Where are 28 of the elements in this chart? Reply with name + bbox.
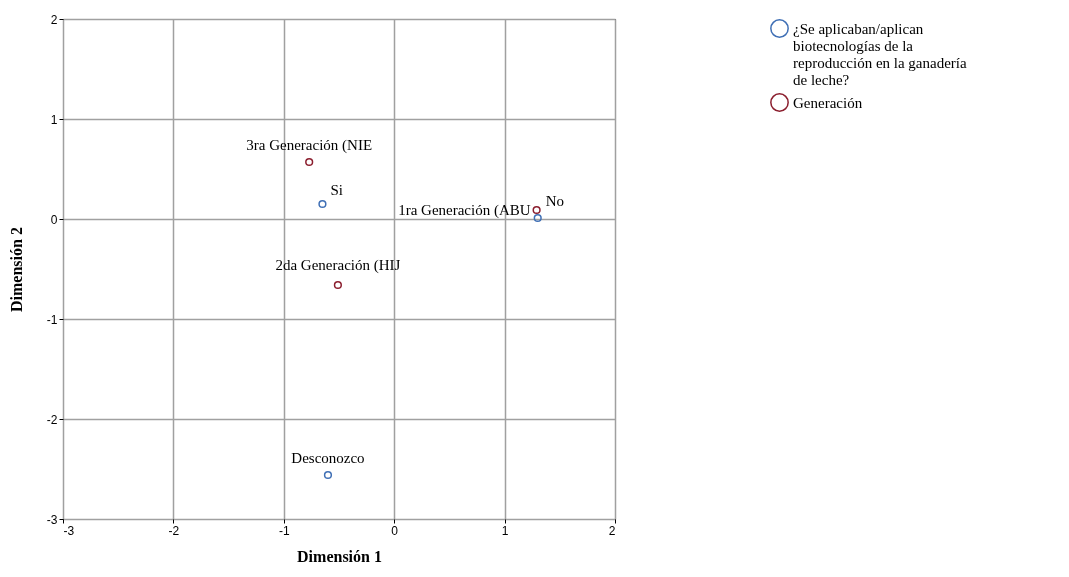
x-tick-label: 0 [391, 523, 399, 538]
annotation: No [545, 193, 565, 209]
annotation: Desconozco [291, 450, 365, 466]
point [323, 470, 333, 480]
x-axis-title: Dimensión 1 [297, 547, 382, 565]
annotation: 2da Generación (HIJ [275, 257, 401, 274]
y-tick-label: 1 [50, 112, 58, 127]
x-tick-label: -2 [168, 523, 180, 538]
y-tick-label: -2 [46, 412, 58, 427]
legend-label: Generación [793, 94, 863, 111]
annotation: Si [330, 182, 343, 198]
point [305, 157, 314, 167]
x-tick-label: -1 [278, 523, 290, 538]
y-axis-title: Dimensión 2 [7, 227, 25, 312]
y-tick-label: 2 [50, 12, 58, 27]
annotation: 1ra Generación (ABU [398, 202, 531, 219]
y-tick-label: -1 [46, 312, 58, 327]
x-tick-label: 2 [608, 523, 616, 538]
x-tick-label: 1 [501, 523, 509, 538]
legend-label: ¿Se aplicaban/aplican biotecnologías de la reproducción en la ganadería de leche? [793, 20, 967, 88]
point [532, 205, 541, 215]
point [333, 280, 342, 290]
y-tick-label: -3 [46, 512, 58, 527]
annotation: 3ra Generación (NIE [246, 137, 373, 154]
point [318, 199, 327, 209]
point [533, 213, 542, 223]
x-tick-label: -3 [63, 523, 75, 538]
y-tick-label: 0 [50, 212, 58, 227]
